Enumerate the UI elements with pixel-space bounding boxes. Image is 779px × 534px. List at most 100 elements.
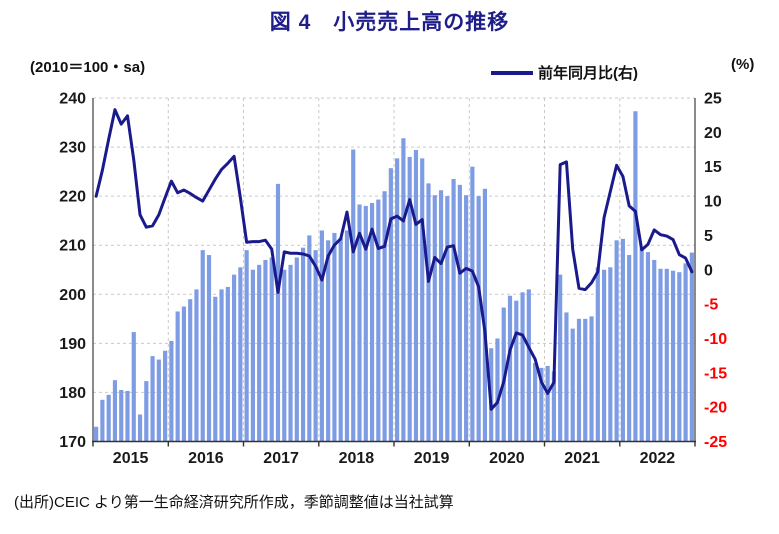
left-axis-tick-label: 240	[59, 91, 86, 108]
index-bar	[275, 183, 281, 442]
right-axis-tick-label: -25	[704, 434, 727, 451]
yoy-line	[94, 108, 694, 411]
index-bar	[144, 381, 149, 442]
index-bar	[100, 399, 105, 442]
x-axis-year-label: 2016	[188, 450, 224, 467]
index-bar	[181, 306, 187, 442]
index-bar	[369, 203, 375, 442]
index-bar	[614, 240, 619, 442]
right-axis-tick-label: -20	[704, 400, 727, 417]
index-bar	[169, 340, 174, 442]
index-bar	[338, 237, 343, 442]
index-bar	[150, 356, 155, 442]
index-bar	[514, 300, 519, 442]
right-axis-tick-label: 5	[704, 228, 713, 245]
x-axis-year-label: 2022	[640, 450, 676, 467]
index-bar	[269, 257, 274, 442]
index-bar	[639, 247, 644, 442]
index-bar	[652, 259, 657, 442]
axes	[92, 98, 696, 447]
index-bar	[395, 158, 400, 442]
index-bar	[257, 264, 262, 442]
index-bar	[670, 270, 676, 442]
index-bar	[664, 268, 669, 442]
index-bar	[156, 359, 161, 442]
left-axis-tick-label: 190	[59, 336, 86, 353]
index-bar	[206, 255, 212, 442]
right-axis-tick-label: 10	[704, 194, 722, 211]
left-axis-tick-label: 230	[59, 140, 86, 157]
index-bar	[545, 365, 550, 442]
left-axis-tick-label: 210	[59, 238, 86, 255]
index-bar	[520, 292, 525, 442]
index-bar	[319, 230, 324, 442]
index-bar	[633, 111, 638, 442]
index-bar	[163, 350, 168, 442]
index-bar	[432, 195, 437, 442]
index-bar	[357, 204, 362, 442]
x-axis-year-label: 2015	[113, 450, 149, 467]
index-bar	[244, 250, 249, 442]
index-bar	[94, 426, 99, 442]
right-axis-tick-label: -15	[704, 365, 727, 382]
gridlines	[93, 97, 695, 442]
index-bar	[413, 150, 419, 442]
index-bar	[232, 274, 237, 442]
index-bar	[445, 196, 450, 442]
right-axis-tick-label: -10	[704, 331, 727, 348]
index-bar	[620, 238, 625, 442]
index-bar	[564, 312, 569, 442]
index-bar	[539, 367, 544, 442]
figure-title: 図 4 小売売上高の推移	[269, 11, 510, 34]
right-axis-tick-label: 0	[704, 262, 713, 279]
index-bar	[570, 328, 575, 442]
index-bar	[263, 259, 268, 442]
index-bar	[376, 199, 381, 442]
index-bar	[300, 247, 306, 442]
right-axis-tick-label: 15	[704, 159, 722, 176]
x-axis-year-label: 2017	[263, 450, 299, 467]
index-bar	[438, 190, 444, 442]
index-bar	[420, 158, 425, 442]
index-bar	[627, 255, 632, 442]
index-bar	[344, 230, 350, 442]
index-bar	[388, 168, 393, 442]
index-bar	[608, 267, 613, 442]
index-bar	[194, 289, 199, 442]
axis-labels: 2402302202102001901801702520151050-5-10-…	[59, 91, 727, 468]
index-bar	[583, 318, 588, 442]
index-bar	[658, 268, 663, 442]
index-bar	[495, 338, 500, 442]
index-bar	[601, 269, 607, 442]
index-bar	[457, 184, 462, 442]
line-series-swatch	[491, 70, 533, 75]
index-bar	[225, 286, 230, 442]
index-bar	[407, 156, 412, 442]
index-bar	[645, 252, 651, 442]
index-bar	[137, 414, 143, 442]
index-bar	[363, 205, 368, 442]
index-bar	[250, 269, 255, 442]
index-bar	[401, 138, 406, 442]
index-bar	[326, 240, 331, 442]
left-axis-tick-label: 170	[59, 434, 86, 451]
index-bar	[119, 389, 124, 442]
right-axis-tick-label: -5	[704, 297, 718, 314]
index-bar	[689, 252, 694, 442]
index-bar	[294, 257, 299, 442]
right-axis-caption: (%)	[731, 56, 755, 73]
x-axis-year-label: 2019	[414, 450, 450, 467]
index-bar	[200, 250, 205, 442]
index-bar	[313, 250, 318, 442]
index-bar	[533, 362, 538, 442]
index-bar	[131, 332, 136, 442]
index-bar	[307, 235, 312, 442]
index-bar	[526, 289, 531, 442]
legend-label: 前年同月比(右)	[538, 65, 638, 82]
index-bar	[188, 299, 193, 442]
index-bar	[332, 232, 337, 442]
index-bar	[351, 149, 356, 442]
index-bar	[382, 191, 387, 442]
